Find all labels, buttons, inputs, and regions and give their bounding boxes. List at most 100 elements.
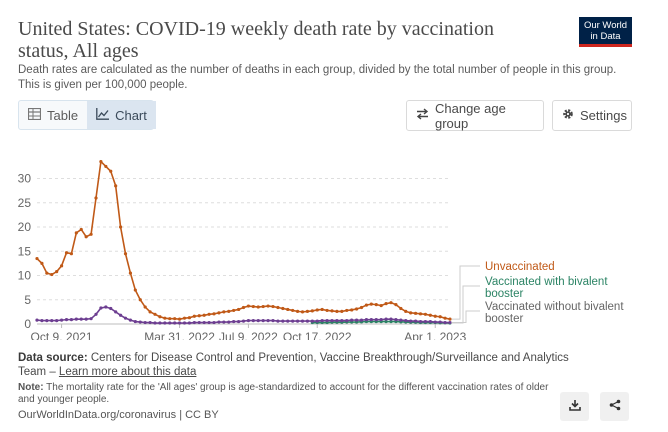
data-point xyxy=(428,313,432,317)
data-point xyxy=(394,318,398,322)
data-point xyxy=(99,306,103,310)
data-point xyxy=(84,235,88,239)
data-point xyxy=(59,264,64,268)
data-point xyxy=(300,310,305,314)
data-point xyxy=(84,317,88,321)
data-point xyxy=(384,302,388,306)
data-point xyxy=(207,312,211,316)
data-point xyxy=(187,316,192,320)
data-point xyxy=(241,319,246,323)
data-point xyxy=(79,227,83,232)
source-text-2: Team – xyxy=(18,366,56,378)
legend-bivalent-line1[interactable]: Vaccinated with bivalent xyxy=(485,276,608,288)
data-point xyxy=(295,309,300,313)
legend-connector xyxy=(452,265,480,320)
y-tick-label: 30 xyxy=(18,172,32,186)
data-point xyxy=(291,308,295,313)
download-button[interactable] xyxy=(560,392,589,421)
data-point xyxy=(266,319,270,323)
data-point xyxy=(241,305,246,310)
data-point xyxy=(409,311,413,315)
data-source: Data source: Centers for Disease Control… xyxy=(18,351,608,379)
data-point xyxy=(286,319,290,323)
data-point xyxy=(325,308,329,313)
data-point xyxy=(40,261,44,265)
data-point xyxy=(182,321,187,325)
legend: Unvaccinated Vaccinated with bivalent bo… xyxy=(485,261,624,325)
data-point xyxy=(133,319,137,324)
data-point xyxy=(236,319,241,324)
tab-table[interactable]: Table xyxy=(19,101,87,129)
data-point xyxy=(399,306,403,311)
data-point xyxy=(109,306,113,311)
data-point xyxy=(251,304,255,309)
data-point xyxy=(345,308,349,313)
data-point xyxy=(246,304,251,308)
tab-chart[interactable]: Chart xyxy=(87,101,156,129)
data-point xyxy=(384,317,388,321)
data-point xyxy=(74,317,78,321)
line-chart: 0 5 10 15 20 25 30 Oct 9, 2021 Mar 31, 2022 Jul … xyxy=(18,159,624,340)
data-point xyxy=(217,311,221,315)
data-point xyxy=(423,312,428,316)
data-point xyxy=(123,316,128,320)
legend-unvaccinated[interactable]: Unvaccinated xyxy=(485,261,555,273)
data-point xyxy=(433,314,437,318)
data-point xyxy=(291,319,295,323)
data-point xyxy=(354,307,359,311)
data-point xyxy=(128,271,133,275)
series-without-bivalent-booster[interactable] xyxy=(35,305,452,325)
y-tick-label: 0 xyxy=(24,317,31,331)
settings-button[interactable]: Settings xyxy=(552,100,632,131)
data-point xyxy=(350,318,354,322)
data-point xyxy=(330,309,334,313)
data-point xyxy=(325,319,329,323)
data-point xyxy=(35,318,39,322)
data-point xyxy=(104,164,108,169)
data-point xyxy=(94,312,98,316)
learn-more-link[interactable]: Learn more about this data xyxy=(58,366,197,378)
series-unvaccinated[interactable] xyxy=(35,159,452,321)
data-point xyxy=(168,317,172,321)
data-point xyxy=(192,320,196,325)
legend-without-line2[interactable]: booster xyxy=(485,313,524,325)
data-point xyxy=(212,312,216,316)
legend-without-line1[interactable]: Vaccinated without bivalent xyxy=(485,301,624,313)
legend-connector xyxy=(452,310,480,324)
data-point xyxy=(404,309,408,313)
data-point xyxy=(50,272,54,277)
data-point xyxy=(123,252,128,256)
data-point xyxy=(330,319,334,323)
data-point xyxy=(207,320,211,325)
data-point xyxy=(399,318,403,322)
data-point xyxy=(340,309,344,313)
x-tick-label: Jul 9, 2022 xyxy=(219,330,278,340)
data-point xyxy=(281,319,285,323)
series-unvaccinated-line xyxy=(36,159,451,320)
data-point xyxy=(413,319,418,323)
source-text-1: Centers for Disease Control and Preventi… xyxy=(90,352,569,364)
legend-bivalent-line2[interactable]: booster xyxy=(485,288,524,300)
change-age-group-button[interactable]: Change age group xyxy=(406,100,544,131)
data-point xyxy=(286,307,290,312)
data-point xyxy=(227,309,231,313)
data-point xyxy=(418,312,423,316)
data-point xyxy=(384,319,388,324)
data-point xyxy=(128,318,133,322)
y-tick-label: 10 xyxy=(18,269,32,283)
data-point xyxy=(374,303,378,307)
owid-logo[interactable]: Our World in Data xyxy=(579,17,632,47)
data-point xyxy=(261,304,265,309)
note-text: The mortality rate for the 'All ages' gr… xyxy=(18,382,549,405)
tab-chart-label: Chart xyxy=(115,107,147,123)
data-point xyxy=(413,311,418,315)
share-button[interactable] xyxy=(600,392,629,421)
data-point xyxy=(50,319,54,323)
data-point xyxy=(364,318,369,322)
data-point xyxy=(163,316,167,320)
data-point xyxy=(232,308,236,313)
data-point xyxy=(389,301,393,305)
tab-table-label: Table xyxy=(47,107,79,123)
data-point xyxy=(202,313,206,317)
footer-attribution[interactable]: OurWorldInData.org/coronavirus | CC BY xyxy=(18,409,219,421)
